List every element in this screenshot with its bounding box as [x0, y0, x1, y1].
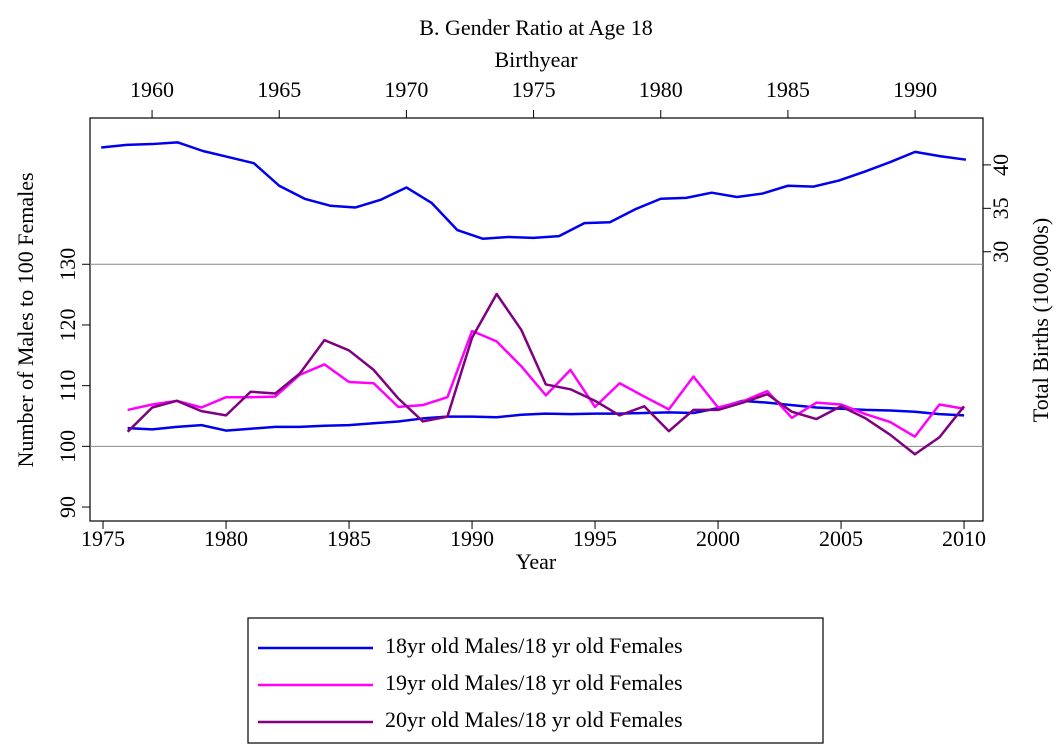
y2-tick-label: 30	[988, 241, 1013, 263]
x2-tick-label: 1965	[257, 77, 301, 102]
plot-frame	[89, 117, 984, 522]
y-tick-label: 110	[55, 370, 80, 402]
y-tick-label: 130	[55, 248, 80, 281]
x-axis-label: Year	[516, 549, 557, 574]
y2-axis-label: Total Births (100,000s)	[1028, 218, 1053, 422]
y2-tick-label: 40	[988, 154, 1013, 176]
x2-tick-label: 1990	[893, 77, 937, 102]
x-tick-label: 1975	[81, 526, 125, 551]
y-tick-label: 120	[55, 308, 80, 341]
x-tick-label: 1980	[204, 526, 248, 551]
x-tick-label: 1985	[327, 526, 371, 551]
y-tick-label: 100	[55, 430, 80, 463]
x-tick-label: 2010	[942, 526, 986, 551]
legend-label: 18yr old Males/18 yr old Females	[385, 633, 683, 658]
y-axis-label: Number of Males to 100 Females	[13, 172, 38, 467]
series-line	[127, 399, 965, 432]
chart-title: B. Gender Ratio at Age 18	[419, 15, 652, 40]
series-line	[101, 141, 967, 240]
series-line	[127, 329, 965, 438]
x2-tick-label: 1980	[639, 77, 683, 102]
x-tick-label: 2005	[819, 526, 863, 551]
x-tick-label: 1995	[573, 526, 617, 551]
legend-label: 19yr old Males/18 yr old Females	[385, 670, 683, 695]
x2-axis-label: Birthyear	[494, 47, 578, 72]
x2-tick-label: 1970	[384, 77, 428, 102]
x-tick-label: 2000	[696, 526, 740, 551]
x-tick-label: 1990	[450, 526, 494, 551]
x2-tick-label: 1985	[766, 77, 810, 102]
series-line	[126, 292, 966, 456]
y-tick-label: 90	[55, 496, 80, 518]
x2-tick-label: 1975	[512, 77, 556, 102]
legend-label: 20yr old Males/18 yr old Females	[385, 707, 683, 732]
x2-tick-label: 1960	[130, 77, 174, 102]
y2-tick-label: 35	[988, 197, 1013, 219]
